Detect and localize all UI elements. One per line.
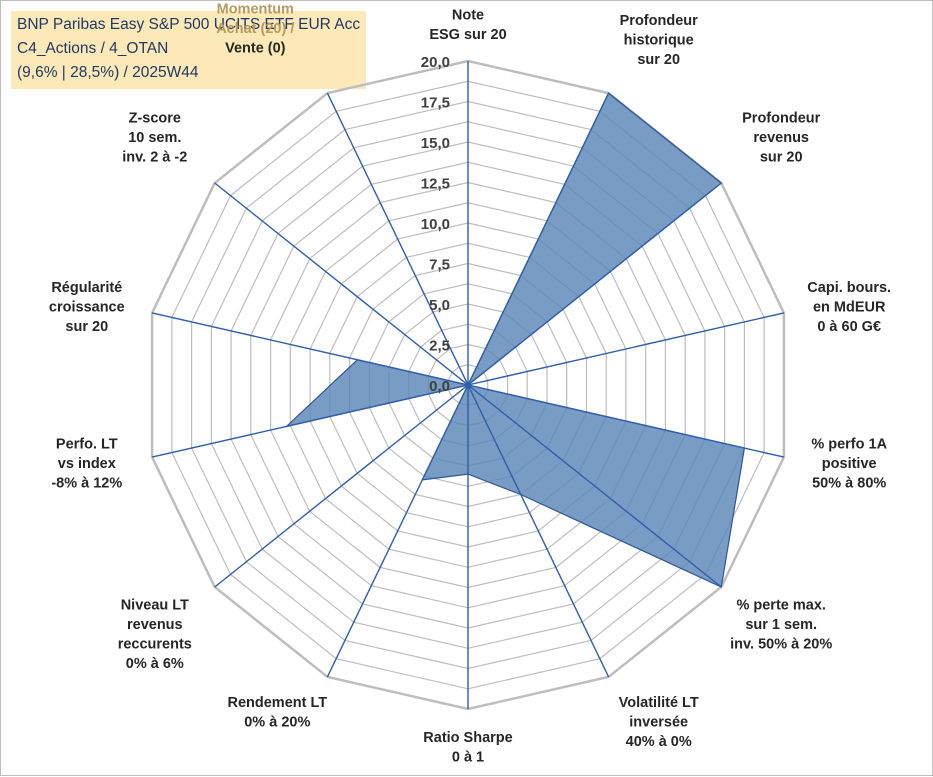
radial-tick-label: 15,0 (421, 135, 450, 152)
axis-label: Rendement LT (227, 695, 327, 711)
axis-label: vs index (58, 456, 116, 472)
title-line-1: BNP Paribas Easy S&P 500 UCITS ETF EUR A… (17, 16, 361, 33)
axis-label: Note (452, 8, 484, 24)
axis-label: reccurents (118, 636, 192, 652)
axis-label: ESG sur 20 (429, 27, 506, 43)
label-layer: Note ESG sur 20 Profondeur historique sur 20… (49, 1, 891, 765)
axis-label: 0 à 60 G€ (817, 319, 881, 335)
tick-layer: 0,0 2,5 5,0 7,5 10,0 12,5 15,0 17,5 20,0 (421, 54, 450, 395)
spoke-layer (151, 61, 785, 709)
axis-label: inversée (629, 715, 688, 731)
axis-label: -8% à 12% (51, 476, 122, 492)
axis-spoke (214, 182, 469, 386)
axis-label: 10 sem. (128, 130, 181, 146)
title-line-3: (9,6% | 28,5%) / 2025W44 (17, 64, 199, 81)
title-line-2: C4_Actions / 4_OTAN (17, 40, 169, 57)
axis-label: Capi. bours. (807, 280, 891, 296)
axis-label: positive (822, 456, 877, 472)
axis-label: 0 à 1 (452, 749, 484, 765)
data-series-polygon (284, 92, 746, 588)
radial-tick-label: 12,5 (421, 176, 450, 193)
axis-label: 0% à 20% (244, 715, 310, 731)
axis-spoke (467, 182, 722, 386)
radial-tick-label: 20,0 (421, 54, 450, 71)
axis-label: Profondeur (620, 13, 698, 29)
axis-label: croissance (49, 300, 125, 316)
axis-label: 40% à 0% (626, 734, 692, 750)
axis-spoke (326, 384, 469, 678)
axis-spoke (326, 92, 469, 386)
axis-label: inv. 2 à -2 (122, 150, 187, 166)
axis-label: Profondeur (742, 111, 820, 127)
axis-label: historique (624, 33, 694, 49)
axis-spoke (151, 312, 469, 386)
axis-label: en MdEUR (813, 300, 886, 316)
axis-spoke (151, 384, 469, 458)
axis-label: sur 20 (637, 52, 680, 68)
radial-tick-label: 0,0 (429, 378, 450, 395)
chart-title-box: BNP Paribas Easy S&P 500 UCITS ETF EUR A… (11, 11, 366, 89)
axis-label: % perfo 1A (811, 437, 887, 453)
axis-spoke (467, 384, 610, 678)
axis-label: sur 20 (65, 319, 108, 335)
axis-label: Perfo. LT (56, 437, 118, 453)
axis-label: Z-score (129, 111, 181, 127)
axis-spoke (467, 384, 722, 588)
axis-label: Ratio Sharpe (423, 730, 512, 746)
axis-label: revenus (753, 130, 809, 146)
axis-label: Régularité (51, 280, 122, 296)
axis-label: revenus (127, 617, 183, 633)
axis-spoke (467, 312, 785, 386)
axis-label: sur 1 sem. (745, 617, 817, 633)
axis-label: sur 20 (760, 150, 803, 166)
axis-label: Niveau LT (121, 597, 189, 613)
radial-tick-label: 10,0 (421, 216, 450, 233)
axis-label: % perte max. (736, 597, 825, 613)
data-layer (284, 92, 746, 588)
axis-spoke (214, 384, 469, 588)
radial-tick-label: 7,5 (429, 257, 450, 274)
axis-spoke (467, 92, 610, 386)
axis-spoke (467, 384, 785, 458)
axis-label: inv. 50% à 20% (730, 636, 832, 652)
axis-label: 0% à 6% (126, 656, 184, 672)
axis-label: Volatilité LT (619, 695, 699, 711)
axis-label: 50% à 80% (812, 476, 886, 492)
radial-tick-label: 2,5 (429, 338, 450, 355)
radial-tick-label: 5,0 (429, 297, 450, 314)
axis-label: Vente (0) (225, 40, 286, 56)
radial-tick-label: 17,5 (421, 95, 450, 112)
axis-label-highlight: Momentum (217, 1, 294, 17)
axis-label-highlight: Achat (20) / (216, 21, 294, 37)
